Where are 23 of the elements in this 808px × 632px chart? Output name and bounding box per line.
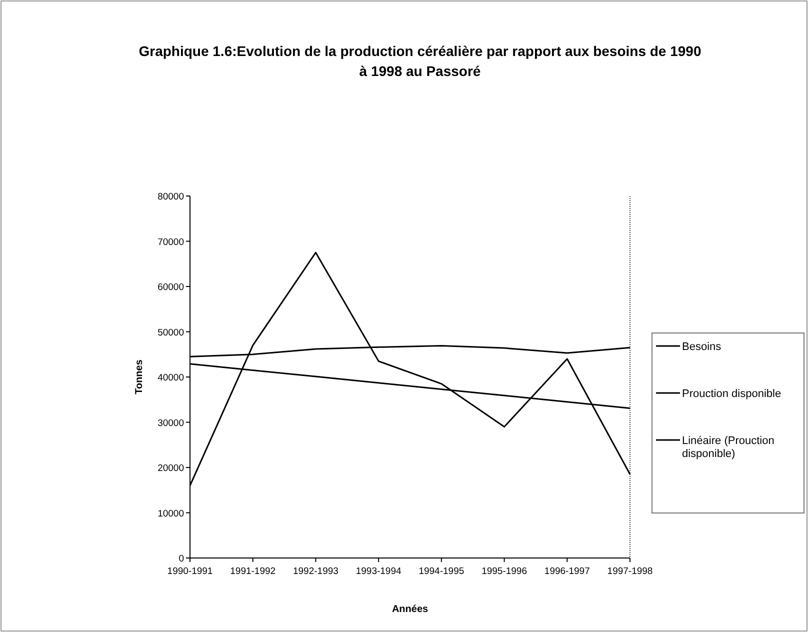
x-tick-label: 1993-1994	[356, 566, 402, 577]
y-tick-label: 0	[178, 554, 184, 564]
x-tick-label: 1991-1992	[230, 566, 276, 577]
y-tick-label: 60000	[158, 282, 184, 293]
x-tick-label: 1994-1995	[418, 566, 464, 577]
x-axis-title: Années	[392, 604, 428, 615]
legend-label: Prouction disponible	[682, 388, 782, 400]
y-tick-label: 50000	[158, 327, 184, 338]
x-tick-label: 1997-1998	[607, 566, 653, 577]
y-axis-title: Tonnes	[134, 359, 145, 394]
chart-title: Graphique 1.6:Evolution de la production céréalière par rapport aux besoins de 1990 à 1998 au Passoré	[138, 43, 702, 79]
x-tick-label: 1995-1996	[482, 566, 528, 577]
x-tick-label: 1992-1993	[292, 566, 338, 577]
y-tick-label: 10000	[158, 508, 184, 520]
y-tick-label: 80000	[158, 192, 184, 202]
legend-label: Besoins	[682, 341, 722, 353]
x-tick-label: 1996-1997	[544, 566, 590, 577]
y-tick-label: 70000	[158, 236, 184, 248]
y-tick-label: 20000	[158, 463, 184, 474]
x-tick-label: 1990-1991	[167, 566, 213, 577]
y-tick-label: 40000	[158, 372, 184, 384]
legend-label: Linéaire (Prouction disponible)	[682, 435, 774, 460]
y-tick-label: 30000	[158, 418, 184, 429]
